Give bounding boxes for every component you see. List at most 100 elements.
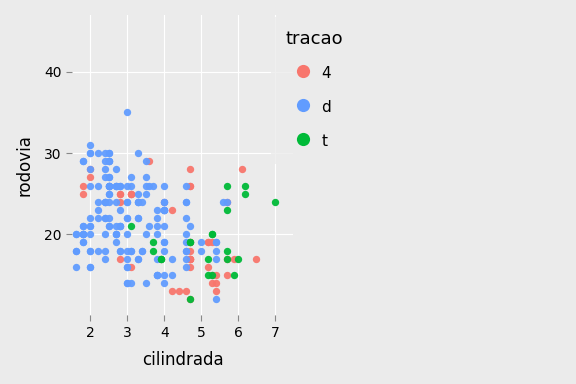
Point	[104, 174, 113, 180]
Point	[182, 199, 191, 205]
Point	[230, 272, 239, 278]
Point	[123, 199, 132, 205]
Point	[126, 174, 135, 180]
Point	[104, 150, 113, 156]
Point	[182, 264, 191, 270]
Point	[175, 288, 184, 294]
Point	[160, 199, 169, 205]
Point	[152, 223, 161, 229]
Point	[152, 215, 161, 221]
Point	[93, 182, 103, 189]
Point	[152, 272, 161, 278]
Point	[112, 231, 121, 237]
Point	[182, 247, 191, 253]
Point	[126, 190, 135, 197]
Point	[141, 182, 150, 189]
Point	[182, 239, 191, 245]
Point	[78, 239, 88, 245]
Point	[211, 239, 221, 245]
Point	[115, 223, 124, 229]
Point	[134, 256, 143, 262]
Point	[141, 190, 150, 197]
Point	[101, 215, 110, 221]
Point	[211, 296, 221, 302]
Point	[123, 256, 132, 262]
Point	[86, 264, 95, 270]
Point	[204, 264, 213, 270]
Point	[78, 158, 88, 164]
Point	[185, 256, 195, 262]
Point	[86, 166, 95, 172]
Point	[207, 231, 217, 237]
Point	[204, 239, 213, 245]
Point	[123, 264, 132, 270]
Point	[93, 215, 103, 221]
Point	[134, 215, 143, 221]
Point	[149, 239, 158, 245]
Point	[185, 247, 195, 253]
Point	[104, 199, 113, 205]
Point	[86, 166, 95, 172]
Point	[104, 223, 113, 229]
Point	[182, 247, 191, 253]
Point	[126, 190, 135, 197]
Point	[204, 239, 213, 245]
Point	[211, 280, 221, 286]
Point	[182, 215, 191, 221]
Point	[71, 247, 80, 253]
Point	[78, 231, 88, 237]
Point	[78, 223, 88, 229]
Point	[145, 158, 154, 164]
Point	[219, 199, 228, 205]
Point	[222, 247, 232, 253]
Point	[138, 199, 147, 205]
Point	[185, 223, 195, 229]
Point	[160, 207, 169, 213]
Point	[185, 182, 195, 189]
Point	[196, 239, 206, 245]
Point	[112, 231, 121, 237]
Point	[101, 199, 110, 205]
Point	[104, 182, 113, 189]
Point	[112, 182, 121, 189]
Point	[160, 199, 169, 205]
Point	[182, 199, 191, 205]
Point	[160, 280, 169, 286]
Point	[185, 239, 195, 245]
Point	[104, 174, 113, 180]
Point	[78, 231, 88, 237]
Point	[78, 231, 88, 237]
Point	[204, 256, 213, 262]
Point	[86, 247, 95, 253]
Point	[230, 256, 239, 262]
Point	[185, 166, 195, 172]
Point	[104, 150, 113, 156]
Point	[78, 231, 88, 237]
Point	[160, 207, 169, 213]
Point	[207, 239, 217, 245]
Point	[126, 247, 135, 253]
Point	[123, 109, 132, 116]
Point	[115, 199, 124, 205]
Point	[115, 223, 124, 229]
Point	[141, 174, 150, 180]
Point	[152, 272, 161, 278]
Point	[156, 256, 165, 262]
Point	[93, 199, 103, 205]
Point	[134, 199, 143, 205]
Point	[222, 199, 232, 205]
Point	[126, 247, 135, 253]
Legend: 4, d, t: 4, d, t	[271, 17, 357, 164]
Point	[104, 190, 113, 197]
Point	[126, 264, 135, 270]
Point	[207, 280, 217, 286]
Point	[152, 256, 161, 262]
Point	[101, 256, 110, 262]
Point	[160, 199, 169, 205]
Point	[101, 150, 110, 156]
Point	[222, 207, 232, 213]
Point	[104, 158, 113, 164]
Point	[141, 158, 150, 164]
Point	[207, 272, 217, 278]
Point	[86, 174, 95, 180]
